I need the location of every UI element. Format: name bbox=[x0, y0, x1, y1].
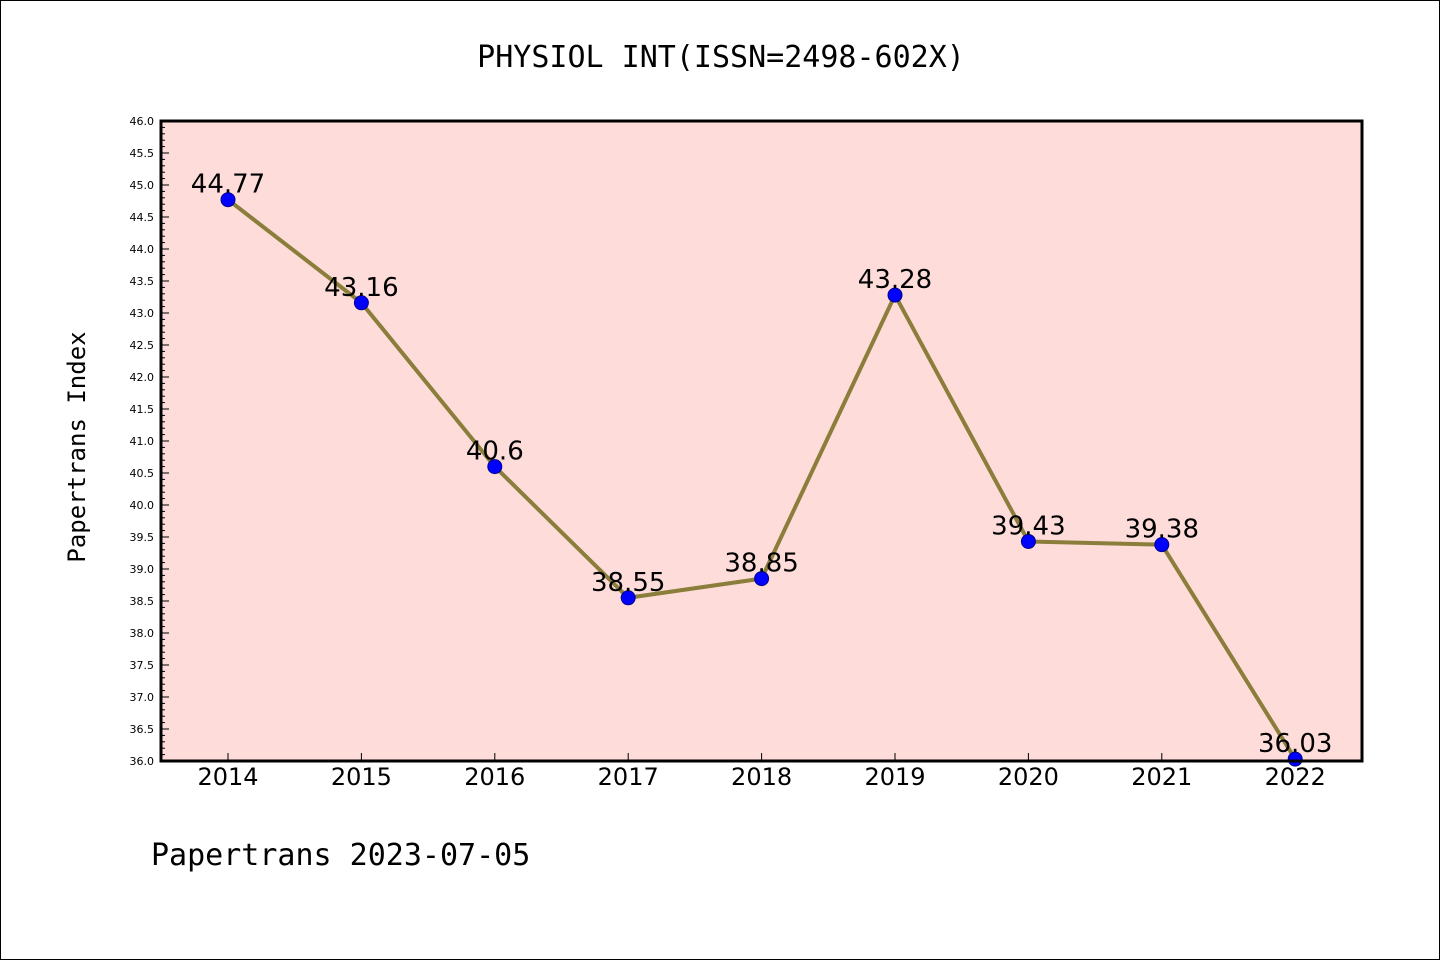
x-tick-label: 2022 bbox=[1265, 763, 1326, 791]
data-label: 38.85 bbox=[724, 549, 798, 579]
y-tick-label: 38.5 bbox=[130, 595, 155, 608]
data-point bbox=[220, 192, 236, 208]
data-point bbox=[620, 590, 636, 606]
data-point bbox=[1154, 537, 1170, 553]
plot-area bbox=[161, 121, 1362, 761]
data-label: 39.38 bbox=[1125, 515, 1199, 545]
data-label: 38.55 bbox=[591, 568, 665, 598]
data-label: 44.77 bbox=[191, 170, 265, 200]
y-tick-label: 46.0 bbox=[130, 115, 155, 128]
y-tick-label: 40.0 bbox=[130, 499, 155, 512]
x-tick-label: 2021 bbox=[1131, 763, 1192, 791]
y-tick-label: 37.5 bbox=[130, 659, 155, 672]
y-tick-label: 43.0 bbox=[130, 307, 155, 320]
y-axis: 36.0 36.5 37.0 37.5 38.0 38.5 39.0 39.5 40.0 40.5… bbox=[130, 115, 169, 768]
y-tick-label: 44.0 bbox=[130, 243, 155, 256]
y-tick-label: 36.0 bbox=[130, 755, 155, 768]
x-tick-label: 2019 bbox=[864, 763, 925, 791]
series-line-group: 44.77 43.16 40.6 38.55 38.85 43.28 39.43 39.38 3… bbox=[191, 170, 1332, 767]
y-tick-label: 42.5 bbox=[130, 339, 155, 352]
chart-title: PHYSIOL INT(ISSN=2498-602X) bbox=[477, 40, 965, 75]
data-label: 40.6 bbox=[466, 437, 524, 467]
y-tick-label: 36.5 bbox=[130, 723, 155, 736]
y-tick-label: 45.5 bbox=[130, 147, 155, 160]
y-tick-label: 45.0 bbox=[130, 179, 155, 192]
data-point bbox=[487, 459, 503, 475]
x-axis: 2014 2015 2016 2017 2018 2019 2020 2021 2022 bbox=[197, 753, 1326, 791]
y-axis-label: Papertrans Index bbox=[63, 331, 91, 562]
data-point bbox=[1287, 751, 1303, 767]
x-tick-label: 2018 bbox=[731, 763, 792, 791]
y-tick-label: 41.5 bbox=[130, 403, 155, 416]
x-tick-label: 2016 bbox=[464, 763, 525, 791]
y-tick-label: 43.5 bbox=[130, 275, 155, 288]
y-tick-label: 38.0 bbox=[130, 627, 155, 640]
x-tick-label: 2020 bbox=[998, 763, 1059, 791]
data-point bbox=[1020, 533, 1036, 549]
x-tick-label: 2014 bbox=[197, 763, 258, 791]
data-label: 39.43 bbox=[991, 511, 1065, 541]
data-label: 43.16 bbox=[324, 273, 398, 303]
data-label: 43.28 bbox=[858, 265, 932, 295]
y-tick-label: 41.0 bbox=[130, 435, 155, 448]
data-label: 36.03 bbox=[1258, 729, 1332, 759]
y-tick-label: 39.0 bbox=[130, 563, 155, 576]
x-tick-label: 2017 bbox=[598, 763, 659, 791]
data-point bbox=[353, 295, 369, 311]
data-point bbox=[887, 287, 903, 303]
y-tick-label: 40.5 bbox=[130, 467, 155, 480]
data-point bbox=[754, 571, 770, 587]
footer-date: Papertrans 2023-07-05 bbox=[151, 838, 530, 873]
y-tick-label: 37.0 bbox=[130, 691, 155, 704]
y-tick-label: 39.5 bbox=[130, 531, 155, 544]
x-tick-label: 2015 bbox=[331, 763, 392, 791]
y-tick-label: 44.5 bbox=[130, 211, 155, 224]
y-tick-label: 42.0 bbox=[130, 371, 155, 384]
plot-border bbox=[159, 119, 1364, 763]
